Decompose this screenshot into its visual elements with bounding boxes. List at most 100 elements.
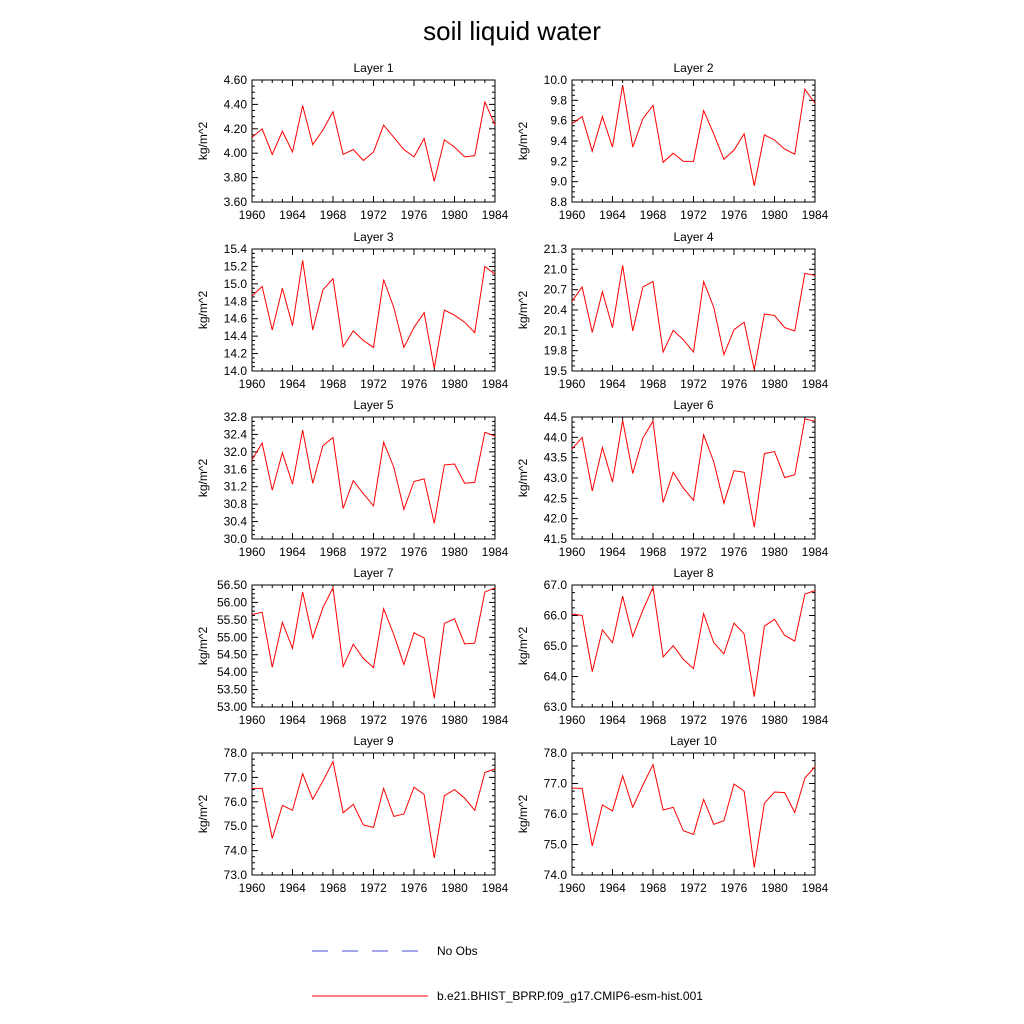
y-tick-label: 15.2	[224, 259, 248, 273]
x-tick-label: 1984	[802, 208, 829, 222]
y-tick-label: 30.4	[224, 515, 248, 529]
y-tick-label: 8.8	[550, 195, 567, 209]
y-tick-label: 9.6	[550, 114, 567, 128]
chart-panel: Layer 4 kg/m^2 19.5 19.8 20.1 20.4 20.7 21.0 21.…	[516, 230, 829, 391]
x-tick-label: 1968	[320, 713, 347, 727]
panel-title: Layer 9	[353, 734, 393, 748]
y-tick-label: 75.0	[544, 838, 568, 852]
x-tick-label: 1976	[401, 713, 428, 727]
series-line	[571, 84, 816, 186]
x-tick-label: 1960	[559, 545, 586, 559]
y-tick-label: 44.0	[544, 430, 568, 444]
chart-panel: Layer 2 kg/m^2 8.8 9.0 9.2 9.4 9.6 9.8 10.0 1960 1…	[516, 61, 829, 222]
y-tick-label: 32.4	[224, 427, 248, 441]
x-tick-label: 1984	[802, 377, 829, 391]
series-line	[571, 418, 816, 528]
x-tick-label: 1980	[441, 377, 468, 391]
y-tick-label: 44.5	[544, 410, 568, 424]
y-axis-label: kg/m^2	[516, 122, 530, 161]
y-tick-label: 53.00	[217, 700, 247, 714]
x-tick-label: 1976	[721, 208, 748, 222]
y-tick-label: 21.0	[544, 262, 568, 276]
x-tick-label: 1976	[401, 881, 428, 895]
y-tick-label: 9.2	[550, 154, 567, 168]
x-tick-label: 1960	[239, 208, 266, 222]
y-tick-label: 15.0	[224, 277, 248, 291]
x-tick-label: 1984	[482, 208, 509, 222]
x-tick-label: 1980	[761, 208, 788, 222]
y-tick-label: 63.0	[544, 700, 568, 714]
x-tick-label: 1972	[680, 881, 707, 895]
y-tick-label: 43.0	[544, 471, 568, 485]
y-tick-label: 74.0	[544, 868, 568, 882]
y-tick-label: 76.0	[224, 795, 248, 809]
series-line	[251, 586, 496, 699]
x-tick-label: 1964	[599, 377, 626, 391]
panel-title: Layer 3	[353, 230, 393, 244]
chart-panel: Layer 7 kg/m^2 53.00 53.50 54.00 54.50 55.00 55…	[196, 566, 509, 727]
chart-panel: Layer 1 kg/m^2 3.60 3.80 4.00 4.20 4.40 4.60 196…	[196, 61, 509, 222]
y-tick-label: 76.0	[544, 807, 568, 821]
x-tick-label: 1984	[802, 881, 829, 895]
y-tick-label: 30.8	[224, 497, 248, 511]
x-tick-label: 1960	[559, 208, 586, 222]
y-tick-label: 31.2	[224, 480, 248, 494]
y-axis-label: kg/m^2	[196, 122, 210, 161]
x-tick-label: 1972	[360, 377, 387, 391]
y-tick-label: 9.4	[550, 134, 567, 148]
x-tick-label: 1972	[680, 377, 707, 391]
x-tick-label: 1964	[599, 545, 626, 559]
panel-title: Layer 10	[670, 734, 717, 748]
y-tick-label: 73.0	[224, 868, 248, 882]
y-tick-label: 56.50	[217, 578, 247, 592]
legend: No Obs b.e21.BHIST_BPRP.f09_g17.CMIP6-esm…	[312, 944, 703, 1003]
x-tick-label: 1972	[360, 881, 387, 895]
chart-panel: Layer 9 kg/m^2 73.0 74.0 75.0 76.0 77.0 78.0 196…	[196, 734, 509, 895]
series-line	[251, 100, 496, 182]
chart-panel: Layer 10 kg/m^2 74.0 75.0 76.0 77.0 78.0 1960 19…	[516, 734, 829, 895]
page-title: soil liquid water	[423, 16, 601, 46]
y-tick-label: 9.0	[550, 175, 567, 189]
series-line	[251, 260, 496, 369]
x-tick-label: 1968	[640, 545, 667, 559]
series-line	[571, 265, 816, 370]
x-tick-label: 1976	[721, 881, 748, 895]
x-tick-label: 1960	[239, 377, 266, 391]
y-axis-label: kg/m^2	[196, 795, 210, 834]
x-tick-label: 1976	[721, 377, 748, 391]
y-tick-label: 14.0	[224, 364, 248, 378]
x-tick-label: 1964	[599, 881, 626, 895]
x-tick-label: 1984	[802, 713, 829, 727]
x-tick-label: 1972	[680, 208, 707, 222]
chart-panels: Layer 1 kg/m^2 3.60 3.80 4.00 4.20 4.40 4.60 196…	[196, 61, 829, 895]
plot-frame	[571, 416, 816, 540]
x-tick-label: 1984	[482, 713, 509, 727]
panel-title: Layer 4	[673, 230, 713, 244]
panel-title: Layer 6	[673, 398, 713, 412]
y-tick-label: 32.8	[224, 410, 248, 424]
y-tick-label: 14.6	[224, 312, 248, 326]
x-tick-label: 1960	[239, 713, 266, 727]
plot-frame	[251, 584, 496, 708]
plot-frame	[251, 752, 496, 876]
x-tick-label: 1964	[599, 713, 626, 727]
y-tick-label: 15.4	[224, 242, 248, 256]
y-axis-label: kg/m^2	[516, 795, 530, 834]
y-tick-label: 78.0	[224, 746, 248, 760]
y-tick-label: 32.0	[224, 445, 248, 459]
chart-panel: Layer 6 kg/m^2 41.5 42.0 42.5 43.0 43.5 44.0 44.…	[516, 398, 829, 559]
x-tick-label: 1976	[721, 545, 748, 559]
x-tick-label: 1972	[360, 545, 387, 559]
y-tick-label: 75.0	[224, 819, 248, 833]
y-tick-label: 4.60	[224, 73, 248, 87]
x-tick-label: 1960	[239, 545, 266, 559]
panel-title: Layer 5	[353, 398, 393, 412]
x-tick-label: 1980	[761, 881, 788, 895]
y-tick-label: 41.5	[544, 532, 568, 546]
y-tick-label: 4.00	[224, 146, 248, 160]
y-tick-label: 74.0	[224, 844, 248, 858]
y-tick-label: 20.1	[544, 323, 568, 337]
y-tick-label: 77.0	[544, 777, 568, 791]
x-tick-label: 1976	[401, 545, 428, 559]
